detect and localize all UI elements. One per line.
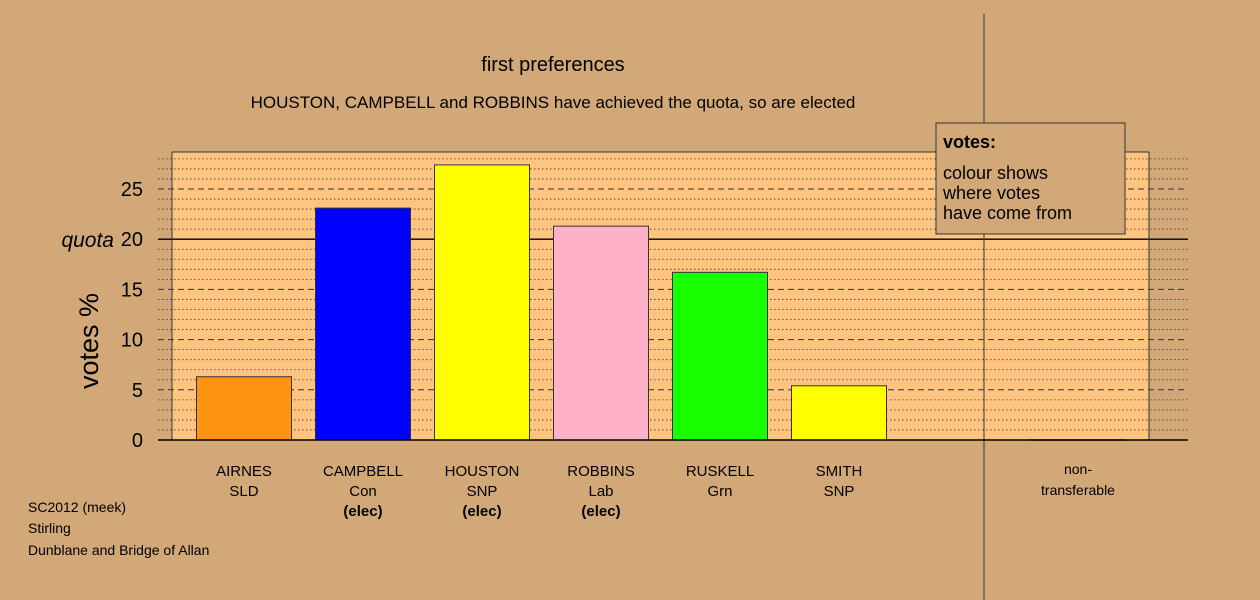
bar-smith (791, 385, 887, 441)
x-label-party: SNP (467, 483, 498, 500)
y-tick-label: 10 (121, 330, 143, 352)
y-axis-label: votes % (74, 293, 104, 389)
x-label-name: ROBBINS (567, 463, 635, 480)
legend-line-3: have come from (943, 203, 1072, 223)
x-label-party: Con (349, 483, 377, 500)
quota-label: quota (61, 229, 114, 252)
bar-houston (434, 164, 530, 441)
footer-line-3: Dunblane and Bridge of Allan (28, 542, 209, 558)
legend-line-2: where votes (942, 183, 1040, 203)
x-label-status: (elec) (343, 503, 382, 520)
x-label-name: RUSKELL (686, 463, 754, 480)
bar-ruskell (672, 271, 768, 441)
footer-line-1: SC2012 (meek) (28, 499, 126, 515)
y-tick-label: 15 (121, 279, 143, 301)
y-tick-label: 5 (132, 380, 143, 402)
y-tick-label: 20 (121, 229, 143, 251)
footer-line-2: Stirling (28, 520, 71, 536)
bar-campbell (315, 207, 411, 441)
x-label-party: Grn (707, 483, 732, 500)
y-tick-label: 25 (121, 179, 143, 201)
x-label-party: SNP (824, 483, 855, 500)
y-tick-label: 0 (132, 430, 143, 452)
x-label-name: CAMPBELL (323, 463, 403, 480)
x-axis-labels: AIRNES SLD CAMPBELL Con (elec) HOUSTON SNP (ele… (216, 461, 1115, 520)
x-label-non-transferable-2: transferable (1041, 482, 1115, 498)
bar-airnes (196, 376, 292, 441)
legend: votes: colour shows where votes have com… (935, 122, 1126, 235)
legend-line-1: colour shows (943, 163, 1048, 183)
x-label-name: AIRNES (216, 463, 272, 480)
chart-title: first preferences (481, 54, 624, 76)
chart-subtitle: HOUSTON, CAMPBELL and ROBBINS have achie… (251, 93, 856, 112)
x-label-name: HOUSTON (445, 463, 520, 480)
bar-robbins (553, 225, 649, 441)
x-label-status: (elec) (581, 503, 620, 520)
x-label-status: (elec) (462, 503, 501, 520)
legend-title: votes: (943, 132, 996, 152)
x-label-name: SMITH (816, 463, 863, 480)
legend-box (935, 122, 1126, 235)
bars (196, 164, 1126, 441)
x-label-party: Lab (588, 483, 613, 500)
x-label-non-transferable-1: non- (1064, 461, 1092, 477)
y-axis-ticks: 0 5 10 15 20 25 quota (61, 179, 143, 452)
x-label-party: SLD (229, 483, 258, 500)
